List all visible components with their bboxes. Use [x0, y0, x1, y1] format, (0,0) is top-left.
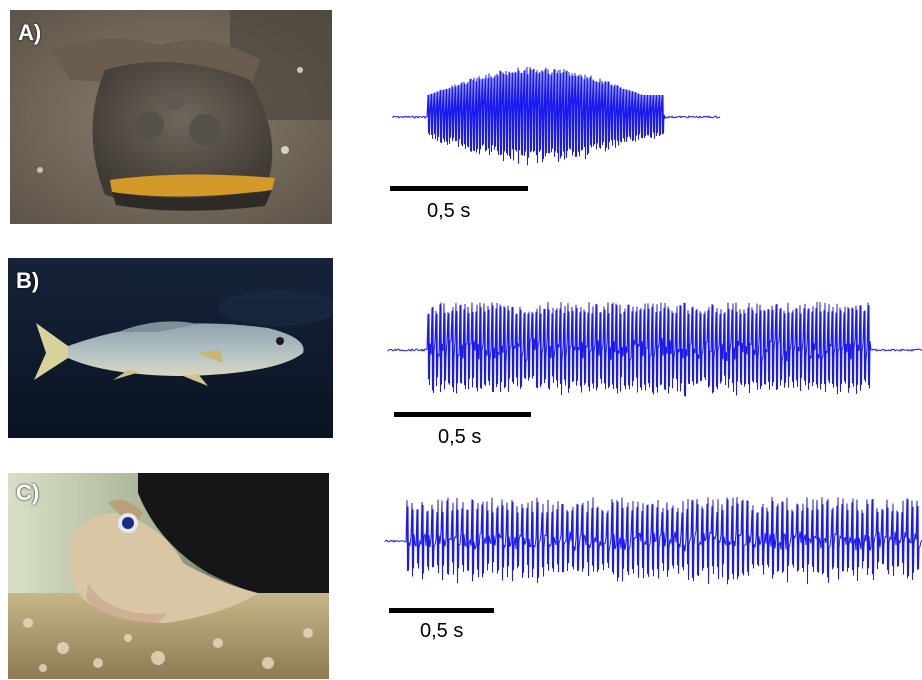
panel-label-b: B): [16, 268, 40, 293]
scale-bar-b: [394, 412, 531, 417]
scale-bar-a: [390, 186, 528, 191]
panel-label-c: C): [16, 480, 40, 505]
scale-label-c: 0,5 s: [420, 620, 464, 642]
oscillogram-trace-b: [387, 302, 922, 397]
scale-label-b: 0,5 s: [438, 426, 482, 448]
scale-bar-c: [389, 608, 494, 613]
oscillogram-trace-a: [391, 66, 721, 166]
photo-a-toadfish: [10, 10, 332, 224]
scale-label-a: 0,5 s: [427, 200, 471, 222]
oscillogram-trace-c: [384, 497, 922, 585]
photo-b-meagre: [8, 258, 333, 438]
panel-label-a: A): [18, 20, 42, 45]
photo-c-goby: [8, 473, 329, 679]
